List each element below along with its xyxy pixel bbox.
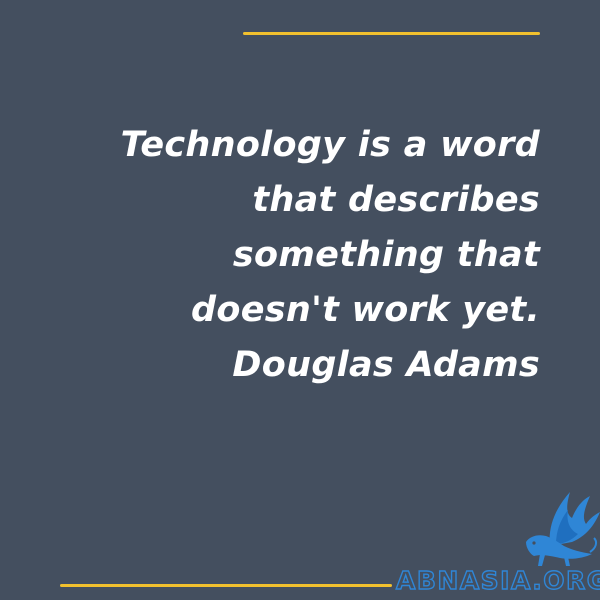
quote-text: Technology is a word that describes some… (20, 118, 540, 393)
bottom-accent-line (60, 584, 392, 587)
quote-line: that describes (252, 180, 540, 220)
top-accent-line (243, 32, 540, 35)
brand-name: ABNASIA.ORG (395, 565, 600, 595)
quote-line: something that (232, 235, 540, 275)
brand-watermark: ABNASIA.ORG (392, 488, 600, 600)
quote-line: Technology is a word (120, 125, 540, 165)
quote-line: doesn't work yet. (191, 290, 540, 330)
winged-lion-icon (526, 492, 600, 566)
quote-author: Douglas Adams (232, 345, 540, 385)
